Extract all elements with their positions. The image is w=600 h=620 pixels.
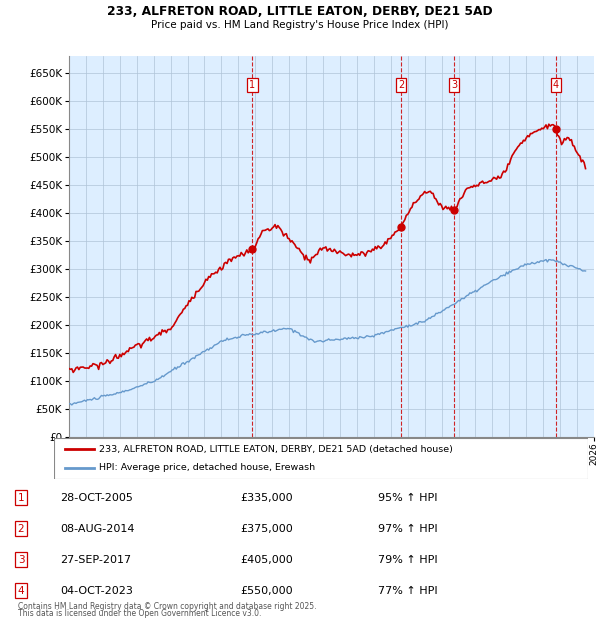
Text: £550,000: £550,000 bbox=[240, 586, 293, 596]
Text: 04-OCT-2023: 04-OCT-2023 bbox=[60, 586, 133, 596]
Text: HPI: Average price, detached house, Erewash: HPI: Average price, detached house, Erew… bbox=[100, 463, 316, 472]
Text: 77% ↑ HPI: 77% ↑ HPI bbox=[378, 586, 437, 596]
Text: 3: 3 bbox=[17, 555, 25, 565]
Text: 1: 1 bbox=[17, 492, 25, 503]
Text: £335,000: £335,000 bbox=[240, 492, 293, 503]
Text: 97% ↑ HPI: 97% ↑ HPI bbox=[378, 524, 437, 534]
Text: 95% ↑ HPI: 95% ↑ HPI bbox=[378, 492, 437, 503]
Text: This data is licensed under the Open Government Licence v3.0.: This data is licensed under the Open Gov… bbox=[18, 609, 262, 618]
Text: 233, ALFRETON ROAD, LITTLE EATON, DERBY, DE21 5AD (detached house): 233, ALFRETON ROAD, LITTLE EATON, DERBY,… bbox=[100, 445, 453, 454]
Point bbox=[396, 222, 406, 232]
Text: 1: 1 bbox=[250, 80, 256, 90]
Text: 4: 4 bbox=[17, 586, 25, 596]
Point bbox=[449, 205, 459, 215]
Text: 2: 2 bbox=[17, 524, 25, 534]
Text: 08-AUG-2014: 08-AUG-2014 bbox=[60, 524, 134, 534]
Text: 3: 3 bbox=[451, 80, 457, 90]
Text: 233, ALFRETON ROAD, LITTLE EATON, DERBY, DE21 5AD: 233, ALFRETON ROAD, LITTLE EATON, DERBY,… bbox=[107, 5, 493, 18]
Text: £405,000: £405,000 bbox=[240, 555, 293, 565]
Point bbox=[551, 124, 560, 134]
Text: Price paid vs. HM Land Registry's House Price Index (HPI): Price paid vs. HM Land Registry's House … bbox=[151, 20, 449, 30]
Text: 4: 4 bbox=[553, 80, 559, 90]
Text: Contains HM Land Registry data © Crown copyright and database right 2025.: Contains HM Land Registry data © Crown c… bbox=[18, 601, 317, 611]
Text: 2: 2 bbox=[398, 80, 404, 90]
Point bbox=[248, 244, 257, 254]
Text: 28-OCT-2005: 28-OCT-2005 bbox=[60, 492, 133, 503]
Text: 79% ↑ HPI: 79% ↑ HPI bbox=[378, 555, 437, 565]
Text: 27-SEP-2017: 27-SEP-2017 bbox=[60, 555, 131, 565]
Text: £375,000: £375,000 bbox=[240, 524, 293, 534]
